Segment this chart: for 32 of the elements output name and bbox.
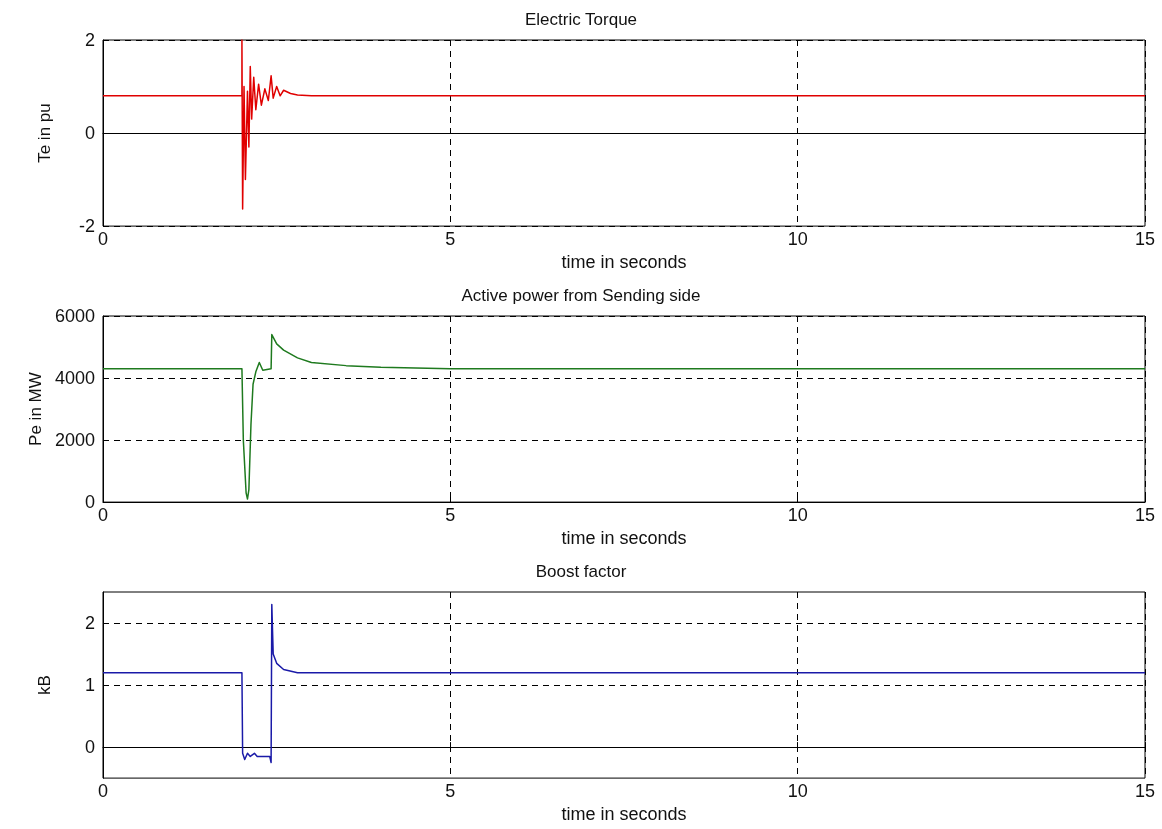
x-tick-label: 15 xyxy=(1134,229,1156,250)
y-tick-label: 2000 xyxy=(54,430,95,451)
x-axis-title: time in seconds xyxy=(561,804,687,824)
x-tick-label: 5 xyxy=(445,229,456,250)
y-axis-title: Pe in MW xyxy=(26,372,46,446)
y-tick-label: 1 xyxy=(84,675,95,696)
y-tick-label: 4000 xyxy=(54,368,95,389)
x-tick-label: 10 xyxy=(787,505,808,526)
x-tick-label: 0 xyxy=(97,505,109,526)
x-tick-label: 0 xyxy=(97,229,109,250)
y-tick-label: 2 xyxy=(84,30,95,50)
x-tick-label: 15 xyxy=(1134,505,1156,526)
x-tick-label: 10 xyxy=(787,781,808,802)
x-axis-title: time in seconds xyxy=(561,252,687,272)
chart-title: Active power from Sending side xyxy=(461,286,701,305)
y-tick-label: 0 xyxy=(84,123,95,144)
x-tick-label: 5 xyxy=(445,781,456,802)
x-tick-label: 15 xyxy=(1134,781,1156,802)
y-axis-title: kB xyxy=(35,675,54,695)
x-tick-label: 10 xyxy=(787,229,808,250)
x-tick-label: 5 xyxy=(445,505,456,526)
line-series xyxy=(102,603,1146,764)
y-tick-label: 2 xyxy=(84,613,95,634)
y-tick-label: -2 xyxy=(78,216,95,237)
chart-title: Boost factor xyxy=(535,562,627,581)
x-axis-title: time in seconds xyxy=(561,528,687,548)
x-tick-label: 0 xyxy=(97,781,109,802)
chart-title: Electric Torque xyxy=(524,10,638,29)
y-tick-label: 0 xyxy=(84,492,95,513)
y-axis-title: Te in pu xyxy=(35,103,54,163)
y-tick-label: 0 xyxy=(84,737,95,758)
y-tick-label: 6000 xyxy=(54,306,95,326)
